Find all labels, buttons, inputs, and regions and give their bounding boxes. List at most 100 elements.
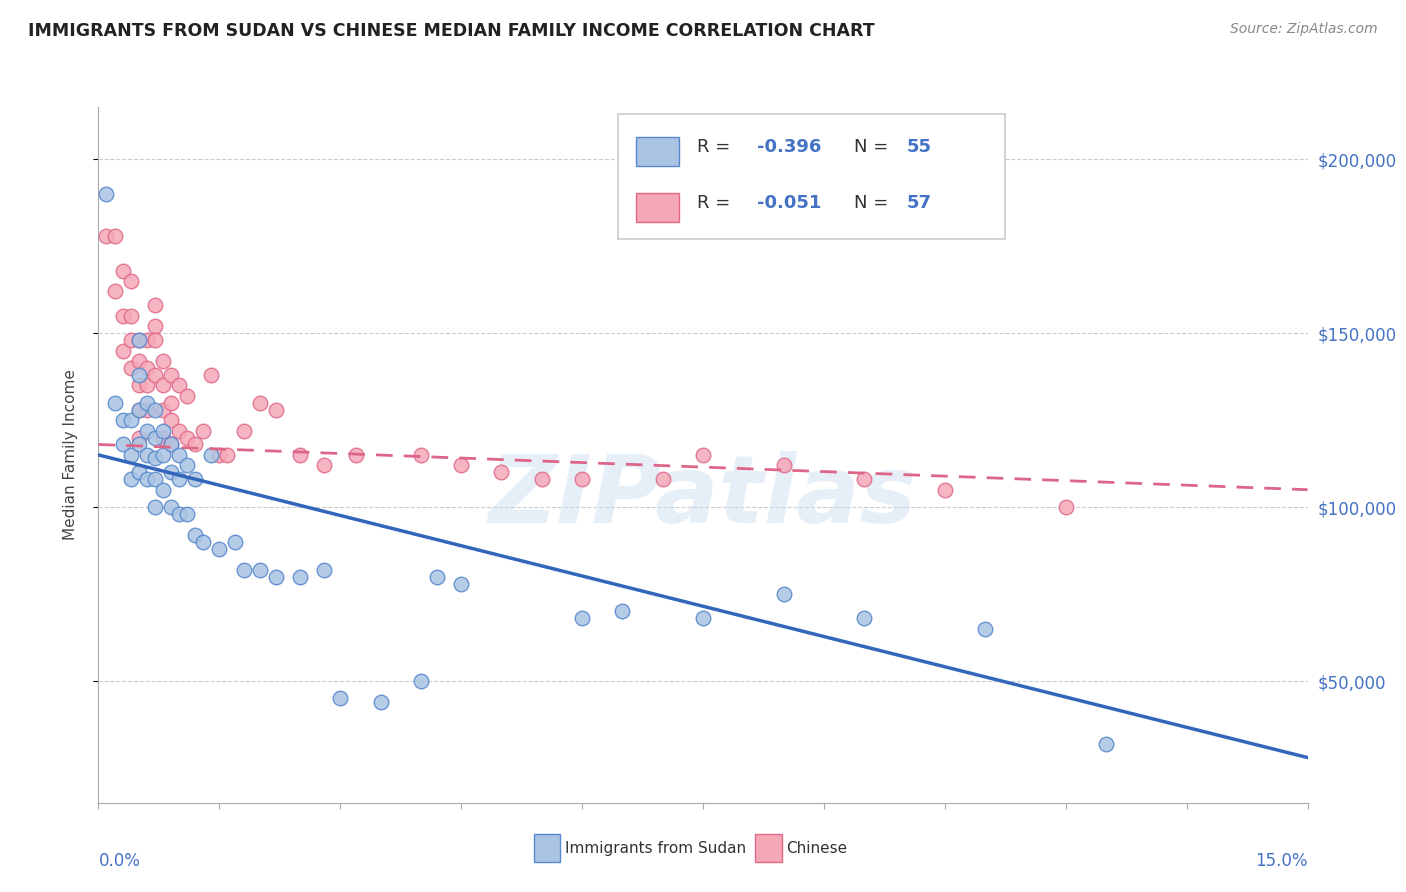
Text: ZIPatlas: ZIPatlas <box>489 450 917 542</box>
Point <box>176 431 198 445</box>
Point <box>103 228 125 243</box>
Point <box>152 448 174 462</box>
Point <box>160 500 183 514</box>
Point <box>128 402 150 417</box>
Point <box>409 674 432 689</box>
Point <box>120 448 142 462</box>
Point <box>120 333 142 347</box>
Point <box>120 309 142 323</box>
Point <box>530 472 553 486</box>
Point <box>143 451 166 466</box>
Point <box>772 458 794 473</box>
Point <box>160 437 183 451</box>
Point <box>160 466 183 480</box>
Point <box>96 228 118 243</box>
Point <box>111 343 134 358</box>
Point <box>120 472 142 486</box>
Point <box>208 541 231 556</box>
Point <box>176 389 198 403</box>
Point <box>111 437 134 451</box>
Point <box>772 587 794 601</box>
Text: Source: ZipAtlas.com: Source: ZipAtlas.com <box>1230 22 1378 37</box>
Point <box>120 360 142 375</box>
Point <box>152 483 174 497</box>
Point <box>249 396 271 410</box>
Point <box>143 368 166 382</box>
Point <box>152 424 174 438</box>
Point <box>232 563 254 577</box>
Point <box>176 507 198 521</box>
Point <box>184 528 207 542</box>
Text: -0.396: -0.396 <box>758 138 821 156</box>
Point <box>176 458 198 473</box>
Point <box>232 424 254 438</box>
Point <box>692 448 714 462</box>
Point <box>314 563 336 577</box>
Point <box>651 472 673 486</box>
Point <box>128 368 150 382</box>
Point <box>426 570 449 584</box>
Text: Chinese: Chinese <box>786 840 848 855</box>
FancyBboxPatch shape <box>534 834 561 862</box>
Point <box>200 368 222 382</box>
Point <box>143 431 166 445</box>
Point <box>184 472 207 486</box>
Point <box>200 448 222 462</box>
Point <box>264 570 287 584</box>
Point <box>167 378 190 392</box>
Point <box>143 472 166 486</box>
Point <box>167 448 190 462</box>
Point <box>491 466 513 480</box>
Text: IMMIGRANTS FROM SUDAN VS CHINESE MEDIAN FAMILY INCOME CORRELATION CHART: IMMIGRANTS FROM SUDAN VS CHINESE MEDIAN … <box>28 22 875 40</box>
Point <box>128 333 150 347</box>
Point <box>103 396 125 410</box>
Y-axis label: Median Family Income: Median Family Income <box>63 369 77 541</box>
Point <box>344 448 367 462</box>
Point <box>120 274 142 288</box>
Point <box>264 402 287 417</box>
Point <box>1054 500 1077 514</box>
Point <box>160 437 183 451</box>
Text: 15.0%: 15.0% <box>1256 852 1308 870</box>
Point <box>96 186 118 201</box>
FancyBboxPatch shape <box>619 114 1005 239</box>
Point <box>370 695 392 709</box>
Point <box>934 483 956 497</box>
Point <box>135 448 157 462</box>
Point <box>111 413 134 427</box>
Point <box>853 472 876 486</box>
Point <box>571 472 593 486</box>
Point <box>135 360 157 375</box>
Point <box>103 285 125 299</box>
Point <box>571 611 593 625</box>
Text: N =: N = <box>855 138 894 156</box>
Point <box>314 458 336 473</box>
Point <box>160 368 183 382</box>
Point <box>135 424 157 438</box>
Point <box>692 611 714 625</box>
Point <box>160 396 183 410</box>
Point <box>612 605 634 619</box>
Point <box>288 570 311 584</box>
Point <box>135 472 157 486</box>
Point <box>135 402 157 417</box>
Point <box>111 263 134 277</box>
Point <box>167 507 190 521</box>
Text: 55: 55 <box>905 138 931 156</box>
Point <box>135 378 157 392</box>
Point <box>167 472 190 486</box>
Point <box>120 413 142 427</box>
Point <box>143 402 166 417</box>
Text: 0.0%: 0.0% <box>98 852 141 870</box>
Point <box>143 333 166 347</box>
Text: -0.051: -0.051 <box>758 194 821 212</box>
Point <box>184 437 207 451</box>
Point <box>111 309 134 323</box>
FancyBboxPatch shape <box>637 137 679 166</box>
Point <box>249 563 271 577</box>
Point <box>143 500 166 514</box>
Point <box>450 458 472 473</box>
Point <box>128 354 150 368</box>
Point <box>217 448 239 462</box>
Point <box>128 402 150 417</box>
